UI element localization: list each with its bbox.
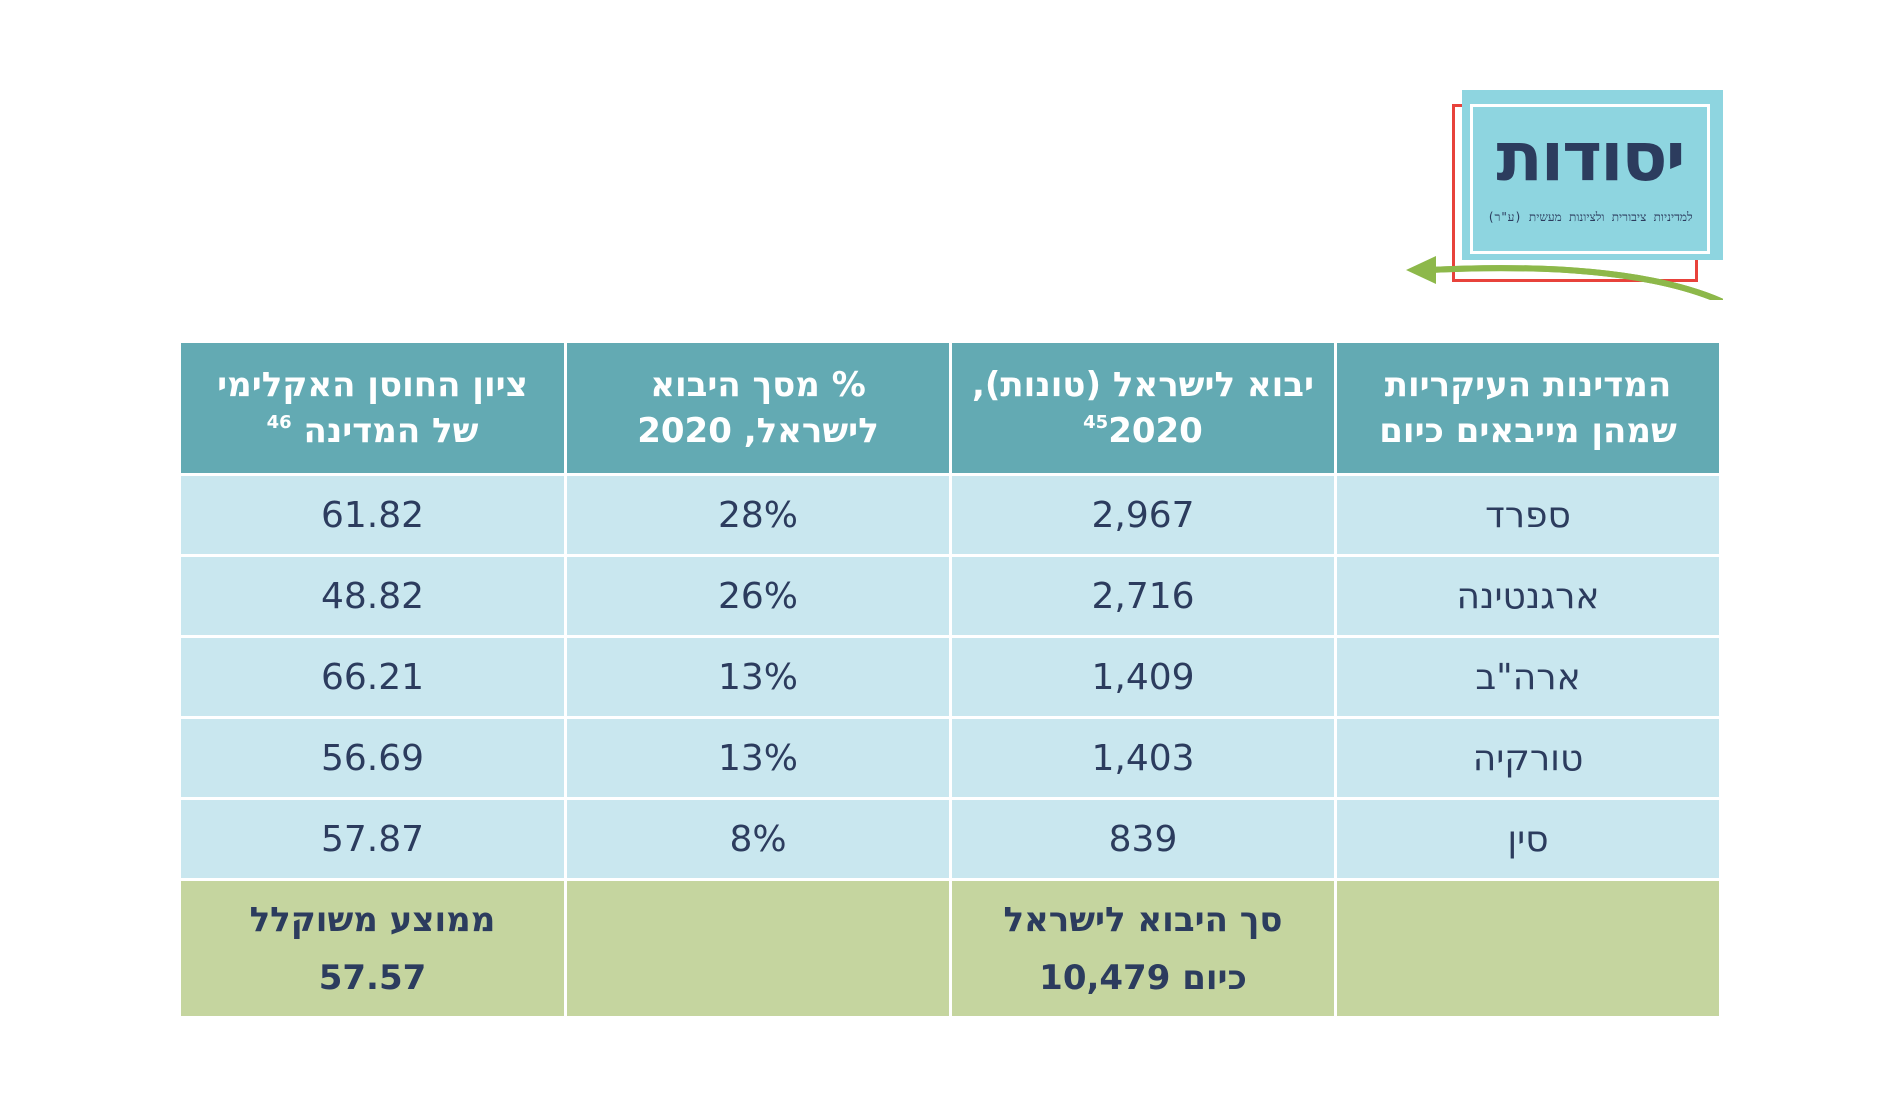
import-cell: 1,409 xyxy=(949,635,1337,719)
percent-cell: 8% xyxy=(564,797,952,881)
footnote-ref: 46 xyxy=(266,412,292,433)
country-cell: ספרד xyxy=(1334,473,1722,557)
logo-subtitle: למדיניות ציבורית ולציונות מעשית (ע"ר) xyxy=(1487,210,1693,224)
country-cell: ארגנטינה xyxy=(1334,554,1722,638)
average-label: ממוצע משוקלל xyxy=(249,899,496,940)
country-cell: טורקיה xyxy=(1334,716,1722,800)
header-line: המדינות העיקריות xyxy=(1384,365,1672,405)
total-value: כיום 10,479 xyxy=(1039,957,1247,998)
logo-arrow-icon xyxy=(1406,256,1723,300)
percent-cell: 13% xyxy=(564,716,952,800)
header-percent: % מסך היבוא לישראל, 2020 xyxy=(564,340,952,476)
total-label: סך היבוא לישראל xyxy=(1003,899,1283,940)
footer-empty-cell xyxy=(564,878,952,1019)
logo-title: יסודות xyxy=(1496,118,1685,197)
percent-cell: 28% xyxy=(564,473,952,557)
import-cell: 2,716 xyxy=(949,554,1337,638)
table-row: סין 839 8% 57.87 xyxy=(178,797,1722,881)
resilience-cell: 56.69 xyxy=(178,716,567,800)
resilience-cell: 48.82 xyxy=(178,554,567,638)
footnote-ref: 45 xyxy=(1083,412,1109,433)
header-line: % מסך היבוא xyxy=(650,365,866,405)
average-value: 57.57 xyxy=(318,957,427,998)
table-row: ארגנטינה 2,716 26% 48.82 xyxy=(178,554,1722,638)
import-cell: 839 xyxy=(949,797,1337,881)
table-footer-row: סך היבוא לישראל כיום 10,479 ממוצע משוקלל… xyxy=(178,878,1722,1019)
header-line: לישראל, 2020 xyxy=(637,411,879,451)
footer-average-cell: ממוצע משוקלל 57.57 xyxy=(178,878,567,1019)
country-cell: סין xyxy=(1334,797,1722,881)
resilience-cell: 61.82 xyxy=(178,473,567,557)
resilience-cell: 66.21 xyxy=(178,635,567,719)
header-resilience: ציון החוסן האקלימי של המדינה 46 xyxy=(178,340,567,476)
yesodot-logo: יסודות למדיניות ציבורית ולציונות מעשית (… xyxy=(1398,90,1723,300)
header-import-tons: יבוא לישראל (טונות), 452020 xyxy=(949,340,1337,476)
country-cell: ארה"ב xyxy=(1334,635,1722,719)
header-line: ציון החוסן האקלימי xyxy=(217,365,528,405)
logo-blue-panel xyxy=(1462,90,1723,260)
import-table: המדינות העיקריות שמהן מייבאים כיום יבוא … xyxy=(178,340,1722,1019)
header-countries: המדינות העיקריות שמהן מייבאים כיום xyxy=(1334,340,1722,476)
logo-white-frame xyxy=(1470,104,1710,254)
percent-cell: 26% xyxy=(564,554,952,638)
footer-empty-cell xyxy=(1334,878,1722,1019)
header-line: יבוא לישראל (טונות), xyxy=(971,365,1315,405)
import-cell: 1,403 xyxy=(949,716,1337,800)
resilience-cell: 57.87 xyxy=(178,797,567,881)
footer-total-cell: סך היבוא לישראל כיום 10,479 xyxy=(949,878,1337,1019)
header-line: 2020 xyxy=(1108,411,1203,451)
header-line: של המדינה xyxy=(303,411,479,451)
table-row: טורקיה 1,403 13% 56.69 xyxy=(178,716,1722,800)
percent-cell: 13% xyxy=(564,635,952,719)
table-row: ספרד 2,967 28% 61.82 xyxy=(178,473,1722,557)
header-line: שמהן מייבאים כיום xyxy=(1379,411,1677,451)
table-row: ארה"ב 1,409 13% 66.21 xyxy=(178,635,1722,719)
import-cell: 2,967 xyxy=(949,473,1337,557)
table-header-row: המדינות העיקריות שמהן מייבאים כיום יבוא … xyxy=(178,340,1722,476)
